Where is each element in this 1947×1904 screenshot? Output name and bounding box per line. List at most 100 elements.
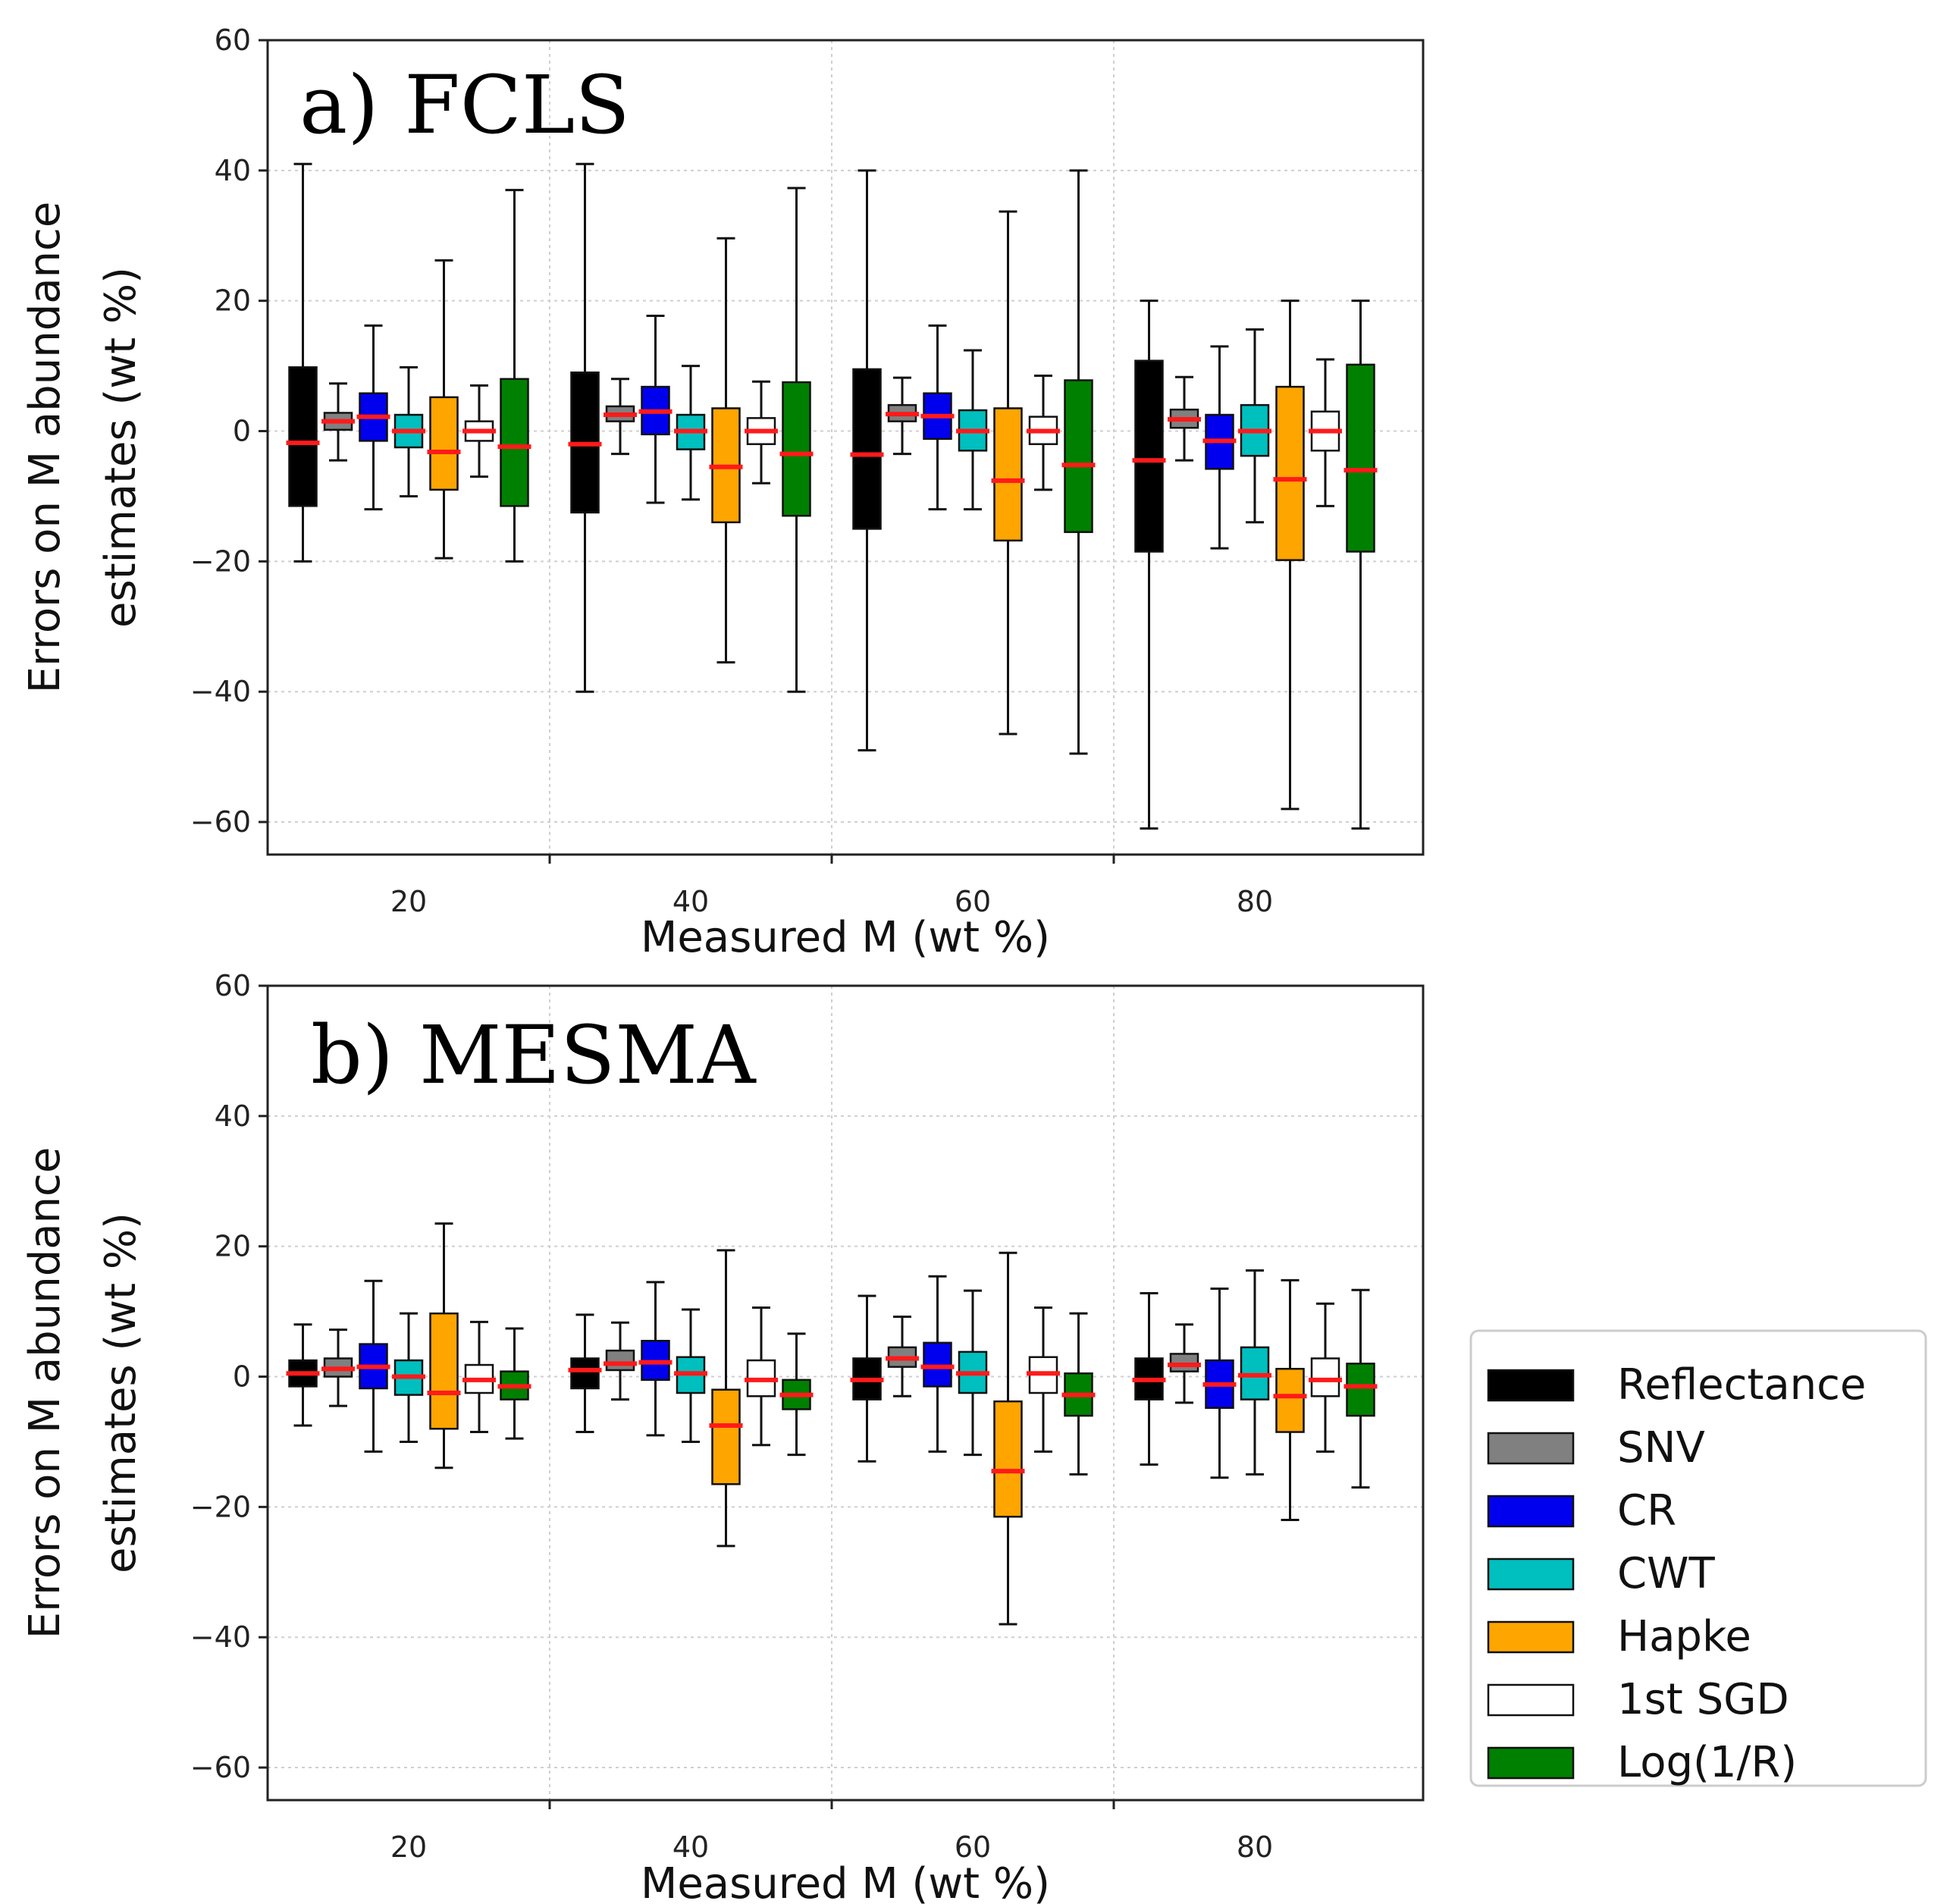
box-1st-sgd-40	[745, 380, 778, 485]
y-tick-label: 0	[233, 415, 251, 448]
box-cr-20	[356, 324, 390, 511]
box-body	[605, 1349, 635, 1372]
box-reflectance-60	[850, 1294, 884, 1463]
box-snv-80	[1168, 375, 1201, 462]
box-body	[1346, 363, 1375, 553]
box-body	[429, 1312, 459, 1430]
legend-label: Hapke	[1617, 1612, 1751, 1661]
box-body	[429, 396, 459, 491]
y-axis-label-line-1: Errors on M abundance	[20, 202, 70, 694]
x-tick-label: 80	[1237, 885, 1273, 918]
panel-title: b) MESMA	[311, 1008, 757, 1102]
y-axis-label-line-2: estimates (wt %)	[96, 267, 146, 628]
box-reflectance-20	[286, 1323, 320, 1427]
box-cwt-80	[1238, 328, 1271, 524]
box-body	[1346, 1363, 1375, 1417]
box-body	[711, 1388, 741, 1485]
box-log-1-r--40	[779, 1332, 814, 1457]
box-1st-sgd-60	[1027, 1306, 1060, 1453]
box-body	[993, 1400, 1023, 1518]
box-1st-sgd-20	[462, 1320, 496, 1434]
box-reflectance-40	[568, 1313, 602, 1434]
y-tick-label: −20	[190, 1490, 251, 1523]
box-body	[288, 366, 318, 507]
legend-swatch	[1487, 1746, 1575, 1780]
legend-label: 1st SGD	[1617, 1675, 1789, 1724]
box-hapke-60	[991, 210, 1025, 736]
legend-item-cwt: CWT	[1487, 1549, 1715, 1598]
plot-frame	[266, 984, 1425, 1802]
box-log-1-r--80	[1343, 300, 1378, 830]
box-cr-60	[920, 1275, 955, 1453]
box-cwt-80	[1238, 1269, 1271, 1476]
plot-frame	[266, 39, 1425, 856]
box-reflectance-20	[286, 162, 320, 563]
x-tick-label: 20	[390, 885, 427, 918]
y-tick-label: 40	[215, 154, 251, 187]
x-tick-label: 80	[1237, 1830, 1273, 1864]
legend-swatch	[1487, 1432, 1575, 1465]
box-log-1-r--20	[497, 189, 531, 563]
box-hapke-20	[427, 1222, 461, 1470]
legend-item-1st-sgd: 1st SGD	[1487, 1675, 1789, 1724]
box-hapke-40	[709, 1249, 743, 1548]
box-snv-20	[321, 1328, 355, 1407]
box-hapke-20	[427, 259, 461, 560]
box-body	[500, 378, 529, 507]
box-1st-sgd-80	[1309, 358, 1342, 507]
box-cwt-60	[956, 349, 989, 511]
x-axis-label: Measured M (wt %)	[641, 1859, 1050, 1904]
legend-swatch	[1487, 1620, 1575, 1654]
legend-item-cr: CR	[1487, 1486, 1676, 1535]
box-cwt-60	[956, 1289, 989, 1457]
box-reflectance-80	[1132, 1292, 1166, 1466]
box-body	[1310, 1357, 1340, 1397]
y-tick-label: −40	[190, 675, 251, 708]
box-1st-sgd-40	[745, 1306, 778, 1447]
box-cr-40	[638, 314, 673, 504]
legend-label: CR	[1617, 1486, 1676, 1535]
y-axis-label-line-1: Errors on M abundance	[20, 1147, 70, 1639]
legend-swatch	[1487, 1683, 1575, 1717]
y-tick-label: 20	[215, 284, 251, 318]
legend: Reflectance SNV CR CWT Hapke 1st SGD Log(1/R)	[1469, 1329, 1927, 1787]
box-log-1-r--60	[1061, 169, 1096, 755]
box-1st-sgd-60	[1027, 374, 1060, 491]
legend-frame	[1469, 1329, 1927, 1787]
box-log-1-r--40	[779, 187, 814, 693]
box-body	[782, 381, 811, 517]
box-log-1-r--20	[497, 1327, 531, 1440]
box-log-1-r--80	[1343, 1288, 1378, 1489]
y-axis-label-line-2: estimates (wt %)	[96, 1212, 146, 1573]
legend-label: Reflectance	[1617, 1360, 1866, 1410]
box-snv-60	[886, 1315, 919, 1397]
box-1st-sgd-20	[462, 384, 496, 478]
y-tick-label: −60	[190, 1751, 251, 1784]
box-reflectance-60	[850, 169, 884, 752]
legend-swatch	[1487, 1369, 1575, 1402]
y-tick-label: −40	[190, 1620, 251, 1654]
box-reflectance-80	[1132, 300, 1166, 830]
box-cwt-20	[392, 365, 425, 497]
panel-mesma: 60 40 20 0 −20 −40 −60 20 40 60 80 b) MESMA Measured…	[20, 969, 1425, 1904]
box-snv-80	[1168, 1323, 1201, 1404]
box-hapke-40	[709, 237, 743, 664]
legend-swatch	[1487, 1495, 1575, 1528]
box-body	[1169, 1353, 1199, 1372]
y-tick-label: 60	[215, 969, 251, 1002]
box-cwt-40	[674, 365, 707, 501]
box-1st-sgd-80	[1309, 1302, 1342, 1453]
y-tick-label: 20	[215, 1230, 251, 1263]
panel-title: a) FCLS	[299, 58, 630, 152]
box-body	[1064, 379, 1093, 533]
box-cwt-20	[392, 1312, 425, 1443]
box-snv-40	[604, 378, 637, 456]
box-body	[923, 1341, 952, 1388]
x-tick-label: 60	[955, 885, 991, 918]
box-body	[1275, 1367, 1305, 1433]
box-hapke-60	[991, 1251, 1025, 1626]
x-axis-label: Measured M (wt %)	[641, 913, 1050, 962]
box-cr-20	[356, 1279, 390, 1453]
box-body	[993, 407, 1023, 542]
